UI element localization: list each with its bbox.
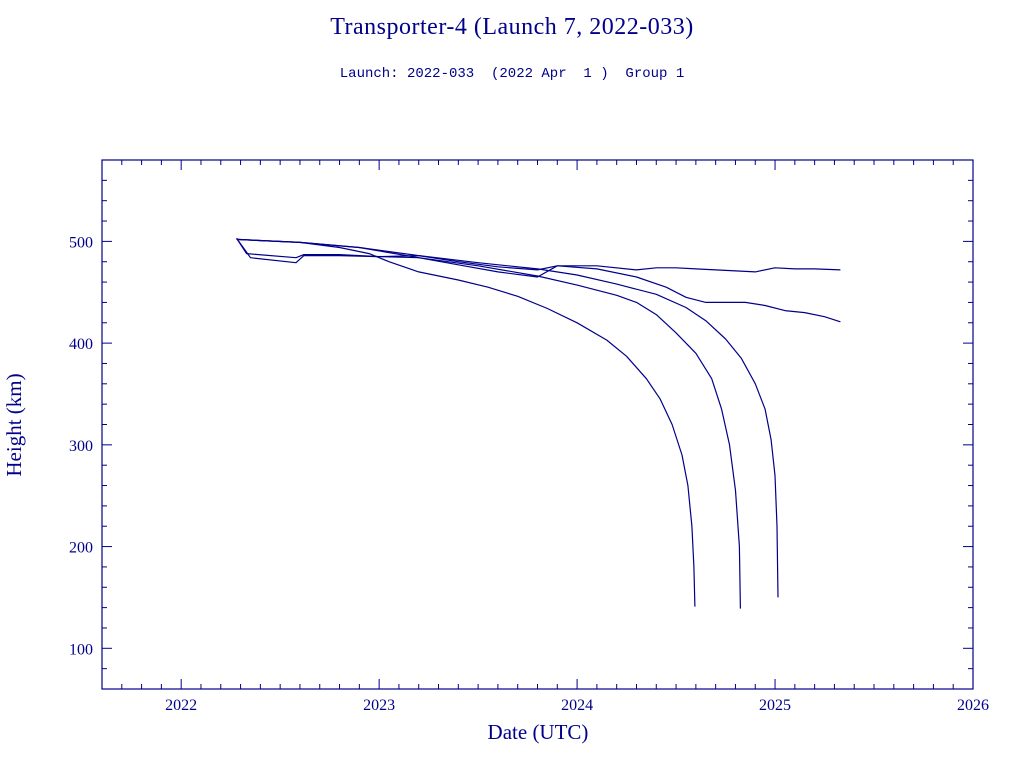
x-tick-label: 2023 bbox=[363, 697, 395, 714]
axis-tick-labels: 2022 2023 2024 2025 2026 100 200 300 400 500 bbox=[69, 234, 989, 714]
y-tick-label: 300 bbox=[69, 438, 93, 455]
y-tick-label: 400 bbox=[69, 336, 93, 353]
x-tick-label: 2024 bbox=[561, 697, 593, 714]
y-tick-label: 200 bbox=[69, 540, 93, 557]
x-tick-label: 2026 bbox=[957, 697, 989, 714]
y-axis-label: Height (km) bbox=[2, 373, 26, 476]
y-tick-label: 100 bbox=[69, 641, 93, 658]
plot-frame bbox=[101, 159, 974, 690]
x-axis-label: Date (UTC) bbox=[488, 720, 589, 744]
series-line-1 bbox=[236, 238, 696, 607]
axis-ticks bbox=[101, 159, 974, 690]
y-tick-label: 500 bbox=[69, 234, 93, 251]
x-tick-label: 2025 bbox=[759, 697, 791, 714]
series-layer bbox=[236, 237, 841, 609]
series-line-2 bbox=[236, 238, 741, 609]
chart-subtitle: Launch: 2022-033 (2022 Apr 1 ) Group 1 bbox=[339, 66, 685, 82]
chart-title: Transporter-4 (Launch 7, 2022-033) bbox=[330, 14, 694, 40]
series-line-5 bbox=[236, 237, 841, 323]
x-tick-label: 2022 bbox=[165, 697, 197, 714]
series-line-4 bbox=[236, 237, 841, 273]
